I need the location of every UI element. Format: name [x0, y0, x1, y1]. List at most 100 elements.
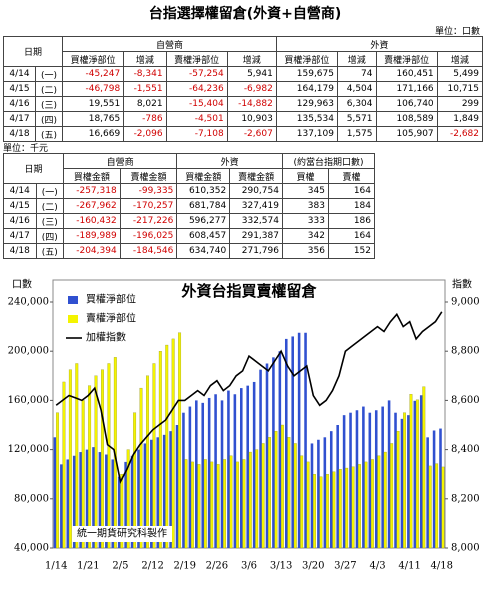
cell: -45,247: [62, 66, 125, 82]
bar: [439, 428, 442, 548]
cell: -170,257: [119, 198, 178, 214]
cell: 291,387: [229, 228, 283, 244]
column-header: 買權淨部位: [62, 51, 125, 67]
bar: [207, 397, 211, 548]
bar: [171, 338, 175, 549]
bar: [150, 439, 153, 548]
bar: [216, 464, 220, 549]
bar: [53, 437, 57, 548]
bar: [319, 476, 323, 549]
cell: 4/14: [3, 66, 36, 82]
bar: [229, 455, 233, 549]
bar: [313, 474, 316, 549]
cell: -14,882: [226, 96, 277, 112]
bar: [137, 449, 140, 548]
bar: [111, 459, 115, 548]
column-header: 買權淨部位: [275, 51, 338, 67]
bar: [146, 375, 149, 549]
cell: -267,962: [63, 198, 121, 214]
bar: [162, 434, 166, 548]
cell: -196,025: [119, 228, 178, 244]
x-tick-label: 3/27: [334, 561, 356, 572]
cell: 596,277: [176, 213, 231, 229]
cell: 1,849: [436, 111, 484, 127]
y2-tick-label: 9,000: [451, 297, 480, 308]
cell: 383: [281, 198, 329, 214]
bar: [272, 357, 275, 548]
cell: 5,941: [226, 66, 277, 82]
column-header: 增減: [226, 51, 277, 67]
data-row: 4/14 (一) -45,247 -8,341 -57,254 5,941 159,675 7…: [3, 66, 484, 82]
bar: [287, 437, 291, 549]
cell: 4/15: [3, 81, 36, 97]
bar: [227, 390, 230, 548]
bar: [101, 369, 104, 549]
bar: [195, 400, 198, 548]
bar: [377, 455, 381, 549]
bar: [191, 461, 194, 549]
cell: 8,021: [123, 96, 167, 112]
legend-swatch: [68, 315, 78, 323]
cell: 10,903: [226, 111, 277, 127]
cell: 171,166: [375, 81, 438, 97]
cell: -15,404: [165, 96, 228, 112]
bar: [178, 332, 182, 549]
cell: -64,236: [165, 81, 228, 97]
table-amounts: 日期 自營商 外資 (約當台指期口數) 買權金額 賣權金額 買權金額 賣權金額 買權 賣權 4/14…: [3, 153, 376, 259]
annotation: 統一期貨研究科製作: [77, 527, 167, 540]
group-header: 日期: [2, 36, 64, 67]
cell: (一): [35, 183, 64, 199]
header-row: 日期 自營商 外資 (約當台指期口數): [3, 153, 376, 184]
column-header: 賣權: [327, 168, 376, 184]
y2-tick-label: 8,400: [451, 444, 480, 455]
page-title: 台指選擇權留倉(外資+自營商): [148, 6, 342, 22]
bar: [126, 449, 130, 549]
bar: [291, 336, 294, 548]
bar: [85, 449, 89, 548]
y-tick-label: 240,000: [8, 297, 49, 308]
bar: [143, 443, 147, 548]
bar: [370, 459, 374, 549]
bar: [390, 443, 394, 549]
cell: 152: [327, 243, 376, 259]
x-tick-label: 2/12: [141, 561, 163, 572]
group-header: 日期: [3, 153, 64, 184]
cell: 164: [327, 228, 376, 244]
x-tick-label: 2/5: [112, 561, 128, 572]
cell: 184: [327, 198, 376, 214]
bar: [394, 412, 397, 548]
y-tick-label: 120,000: [8, 444, 49, 455]
data-row: 4/15 (二) -267,962 -170,257 681,784 327,419 383…: [3, 198, 376, 214]
cell: 342: [281, 228, 329, 244]
bar: [66, 459, 70, 548]
cell: -257,318: [63, 183, 121, 199]
legend-label: 加權指數: [86, 331, 126, 344]
bar: [415, 399, 419, 549]
bar: [381, 406, 384, 548]
cell: -7,108: [165, 126, 228, 142]
y2-tick-label: 8,600: [451, 395, 480, 406]
cell: 18,765: [62, 111, 125, 127]
column-header: 增減: [336, 51, 377, 67]
bar: [188, 406, 192, 548]
bar: [259, 369, 262, 548]
bar: [274, 430, 278, 549]
bar: [120, 474, 124, 549]
cell: 356: [281, 243, 329, 259]
cell: 186: [327, 213, 376, 229]
cell: -189,989: [63, 228, 121, 244]
bar: [220, 400, 224, 548]
bar: [355, 410, 359, 548]
bar: [165, 344, 169, 549]
x-tick-label: 1/14: [45, 561, 67, 572]
y2-tick-label: 8,200: [451, 493, 480, 504]
y2-tick-label: 8,000: [451, 543, 480, 554]
column-header: 增減: [123, 51, 167, 67]
cell: (五): [35, 243, 64, 259]
cell: 16,669: [62, 126, 125, 142]
bar: [432, 430, 436, 548]
bar: [409, 394, 413, 549]
bar: [133, 412, 137, 549]
bar: [124, 461, 127, 548]
cell: -160,432: [63, 213, 121, 229]
